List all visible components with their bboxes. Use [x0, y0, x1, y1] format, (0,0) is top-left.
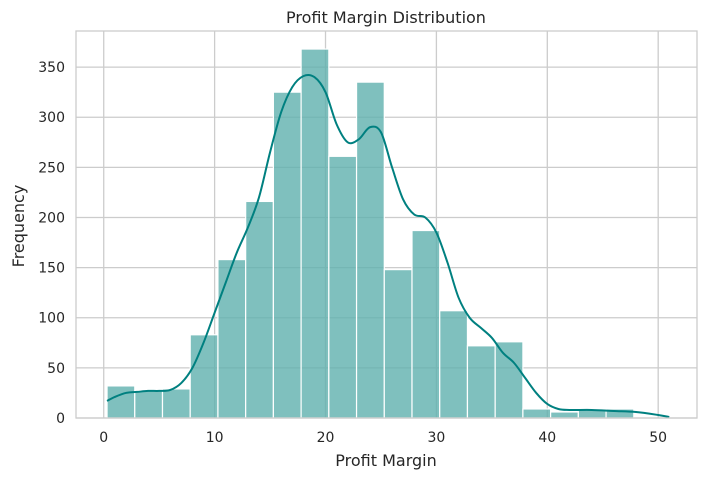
- histogram-bar: [161, 388, 191, 419]
- x-tick-label: 20: [317, 430, 335, 446]
- histogram-bar: [466, 345, 496, 419]
- y-tick-label: 200: [38, 210, 65, 226]
- x-tick-label: 0: [99, 430, 108, 446]
- y-tick-label: 50: [47, 361, 65, 377]
- y-tick-label: 250: [38, 160, 65, 176]
- y-tick-label: 150: [38, 261, 65, 277]
- y-tick-labels: 0 50 100 150 200 250 300 350: [38, 60, 65, 427]
- histogram-bar: [134, 390, 164, 419]
- histogram-bar: [272, 91, 302, 419]
- kde-curve: [106, 73, 670, 418]
- y-tick-label: 100: [38, 311, 65, 327]
- histogram-bar: [328, 155, 358, 419]
- histogram-bar: [550, 411, 579, 419]
- histogram-bar: [245, 200, 274, 419]
- y-tick-label: 350: [38, 60, 65, 76]
- grid: [76, 31, 697, 419]
- x-tick-label: 10: [206, 430, 224, 446]
- histogram-bar: [494, 341, 524, 419]
- histogram-bar: [522, 408, 552, 419]
- histogram-bar: [300, 48, 330, 419]
- histogram-bar: [439, 310, 469, 419]
- plot-frame: [75, 30, 698, 419]
- histogram-bar: [189, 334, 219, 419]
- x-tick-label: 50: [649, 430, 667, 446]
- histogram-bar: [106, 385, 136, 419]
- bars: [106, 48, 635, 419]
- y-tick-label: 0: [56, 411, 65, 427]
- y-tick-label: 300: [38, 110, 65, 126]
- x-tick-label: 30: [427, 430, 445, 446]
- histogram-bar: [383, 269, 413, 419]
- y-axis-label: Frequency: [9, 185, 28, 268]
- x-tick-labels: 0 10 20 30 40 50: [99, 430, 667, 446]
- chart-title: Profit Margin Distribution: [286, 8, 486, 27]
- histogram-bar: [217, 258, 247, 419]
- x-tick-label: 40: [538, 430, 556, 446]
- x-axis-label: Profit Margin: [335, 451, 436, 470]
- histogram-bar: [411, 229, 441, 419]
